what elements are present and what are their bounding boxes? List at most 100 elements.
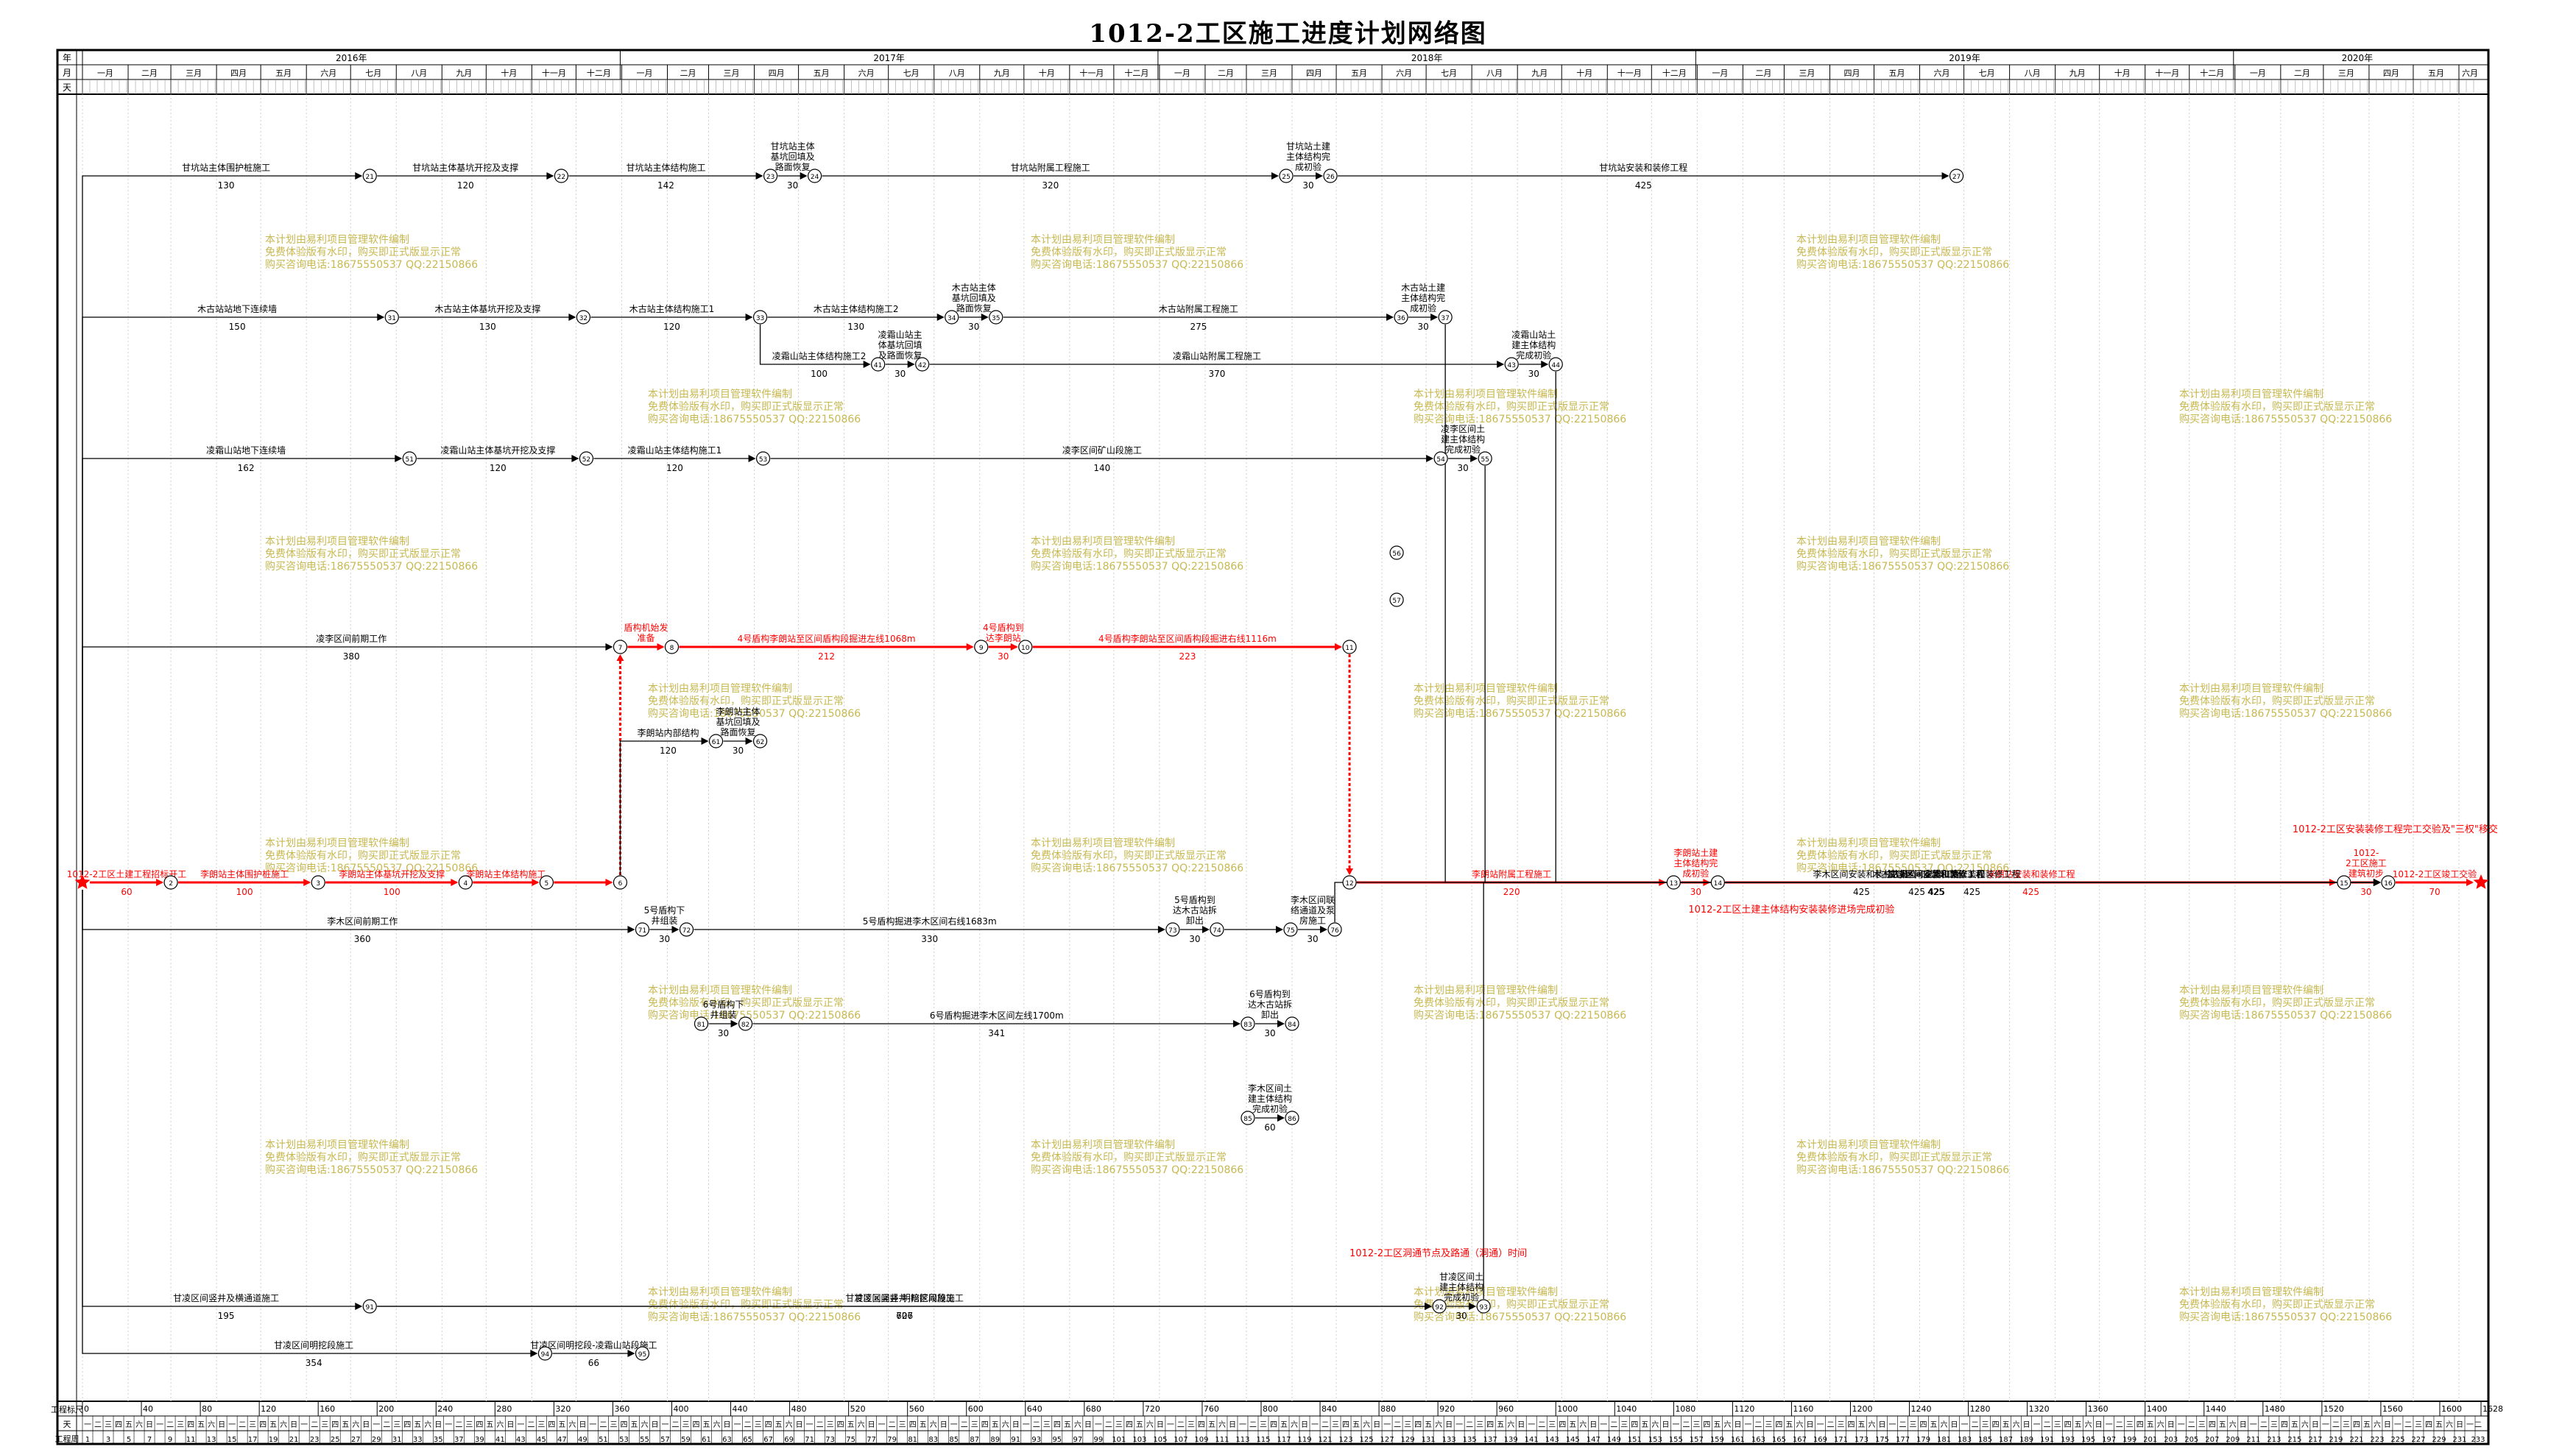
month-label: 八月 bbox=[411, 68, 427, 78]
activity-duration: 30 bbox=[998, 651, 1009, 662]
week-number: 217 bbox=[2308, 1436, 2322, 1444]
weekday-label: 六 bbox=[2446, 1420, 2453, 1429]
watermark-text: 购买咨询电话:18675550537 QQ:22150866 bbox=[1796, 863, 2009, 874]
weekday-label: 六 bbox=[2229, 1420, 2237, 1429]
event-node: 74 bbox=[1210, 922, 1224, 937]
arrow-line bbox=[82, 646, 612, 875]
scale-tick-label: 960 bbox=[1498, 1404, 1514, 1414]
weekday-label: 一 bbox=[1311, 1421, 1319, 1429]
node-number: 44 bbox=[1552, 362, 1561, 369]
arrowhead bbox=[907, 361, 915, 368]
week-number: 129 bbox=[1401, 1436, 1415, 1444]
activity-name: 凌霜山站主 bbox=[878, 330, 922, 340]
node-circle bbox=[537, 1346, 552, 1361]
node-number: 13 bbox=[1670, 880, 1678, 888]
arrowhead bbox=[1497, 361, 1505, 368]
node-circle bbox=[539, 875, 554, 890]
activity-duration: 120 bbox=[660, 746, 677, 756]
activity-arrow: 4号盾构李朗站至区间盾构段掘进左线1068m 212 bbox=[679, 633, 974, 662]
week-number: 207 bbox=[2205, 1436, 2219, 1444]
node-number: 37 bbox=[1441, 315, 1449, 322]
weekday-label: 一 bbox=[373, 1421, 380, 1429]
weekday-label: 一 bbox=[2033, 1421, 2041, 1429]
event-node: 73 bbox=[1165, 922, 1180, 937]
watermark-text: 购买咨询电话:18675550537 QQ:22150866 bbox=[265, 259, 478, 271]
activity-arrow: 木古站附属工程施工 275 bbox=[1003, 303, 1394, 332]
weekday-label: 二 bbox=[744, 1421, 752, 1429]
node-number: 54 bbox=[1436, 456, 1445, 464]
activity-duration: 30 bbox=[2360, 887, 2371, 897]
node-circle bbox=[1389, 592, 1404, 607]
activity-name: 房施工 bbox=[1299, 915, 1326, 926]
activity-arrow: 凌李区间矿山段施工 140 bbox=[770, 445, 1434, 473]
event-node: 41 bbox=[871, 357, 886, 372]
weekday-label: 六 bbox=[1579, 1420, 1587, 1429]
activity-arrow: 凌李区间前期工作 380 bbox=[82, 633, 613, 875]
activity-name: 木古站主体 bbox=[952, 282, 996, 293]
event-node: 5 bbox=[539, 875, 554, 890]
activity-duration: 70 bbox=[2429, 887, 2440, 897]
watermark-layer: 本计划由易利项目管理软件编制免费体验版有水印，购买即正式版显示正常购买咨询电话:… bbox=[265, 234, 2392, 1323]
weekday-label: 六 bbox=[1146, 1420, 1154, 1429]
weekday-label: 五 bbox=[2363, 1421, 2371, 1429]
activity-duration: 30 bbox=[1528, 369, 1539, 379]
scale-tick-label: 520 bbox=[850, 1404, 866, 1414]
activity-duration: 425 bbox=[1963, 887, 1980, 897]
watermark-text: 免费体验版有水印，购买即正式版显示正常 bbox=[1031, 1152, 1227, 1164]
weekday-label: 日 bbox=[1517, 1421, 1525, 1429]
weekday-label: 四 bbox=[837, 1421, 844, 1429]
activity-arrow: 4号盾构李朗站至区间盾构段掘进右线1116m 223 bbox=[1032, 633, 1343, 662]
watermark-text: 本计划由易利项目管理软件编制 bbox=[265, 838, 409, 849]
activity-duration: 30 bbox=[1302, 180, 1313, 191]
activity-name: 体基坑回填 bbox=[878, 339, 922, 350]
arrowhead bbox=[451, 879, 459, 886]
month-label: 十一月 bbox=[542, 68, 566, 78]
node-number: 42 bbox=[918, 362, 926, 369]
arrowhead bbox=[532, 879, 540, 886]
year-label: 2016年 bbox=[336, 53, 367, 63]
node-number: 72 bbox=[682, 927, 691, 935]
node-number: 35 bbox=[992, 315, 1000, 322]
arrowhead bbox=[1271, 172, 1280, 180]
weekday-label: 一 bbox=[1455, 1421, 1463, 1429]
watermark-text: 本计划由易利项目管理软件编制 bbox=[1414, 389, 1558, 400]
event-node: 83 bbox=[1241, 1016, 1255, 1031]
weekday-label: 二 bbox=[2332, 1421, 2340, 1429]
weekday-label: 日 bbox=[724, 1421, 731, 1429]
weekday-label: 六 bbox=[713, 1420, 721, 1429]
node-circle bbox=[1438, 310, 1453, 325]
week-number: 11 bbox=[186, 1436, 196, 1444]
week-number: 141 bbox=[1525, 1436, 1539, 1444]
weekday-label: 三 bbox=[899, 1421, 906, 1429]
activity-name: 凌霜山站主体基坑开挖及支撑 bbox=[440, 445, 555, 456]
activity-duration: 30 bbox=[1690, 887, 1701, 897]
activity-name: 李木区间安装和装修工程 bbox=[1813, 868, 1910, 879]
watermark-text: 本计划由易利项目管理软件编制 bbox=[2179, 1286, 2323, 1298]
weekday-label: 六 bbox=[858, 1420, 865, 1429]
year-label: 2020年 bbox=[2342, 53, 2374, 63]
weekday-label: 四 bbox=[115, 1421, 122, 1429]
weekday-label: 六 bbox=[2013, 1420, 2020, 1429]
month-label: 四月 bbox=[769, 68, 785, 78]
activity-name: 木古站站地下连续墙 bbox=[197, 303, 277, 314]
weekday-label: 二 bbox=[527, 1421, 534, 1429]
activity-name: 井组装 bbox=[651, 916, 677, 926]
node-number: 56 bbox=[1392, 551, 1401, 558]
weekday-label: 日 bbox=[2167, 1421, 2175, 1429]
weekday-label: 日 bbox=[1157, 1421, 1164, 1429]
scale-tick-label: 480 bbox=[791, 1404, 807, 1414]
activity-duration: 150 bbox=[229, 322, 246, 332]
node-number: 10 bbox=[1021, 645, 1030, 652]
watermark-text: 本计划由易利项目管理软件编制 bbox=[1796, 536, 1941, 548]
arrowhead bbox=[1277, 1114, 1285, 1122]
activity-name: 路面恢复 bbox=[956, 302, 992, 314]
weekday-label: 三 bbox=[1982, 1421, 1989, 1429]
week-number: 155 bbox=[1669, 1436, 1683, 1444]
activity-name: 甘坑站主体结构施工 bbox=[626, 162, 705, 173]
weekday-label: 日 bbox=[1012, 1421, 1020, 1429]
activity-duration: 380 bbox=[343, 651, 360, 662]
week-number: 25 bbox=[331, 1436, 340, 1444]
